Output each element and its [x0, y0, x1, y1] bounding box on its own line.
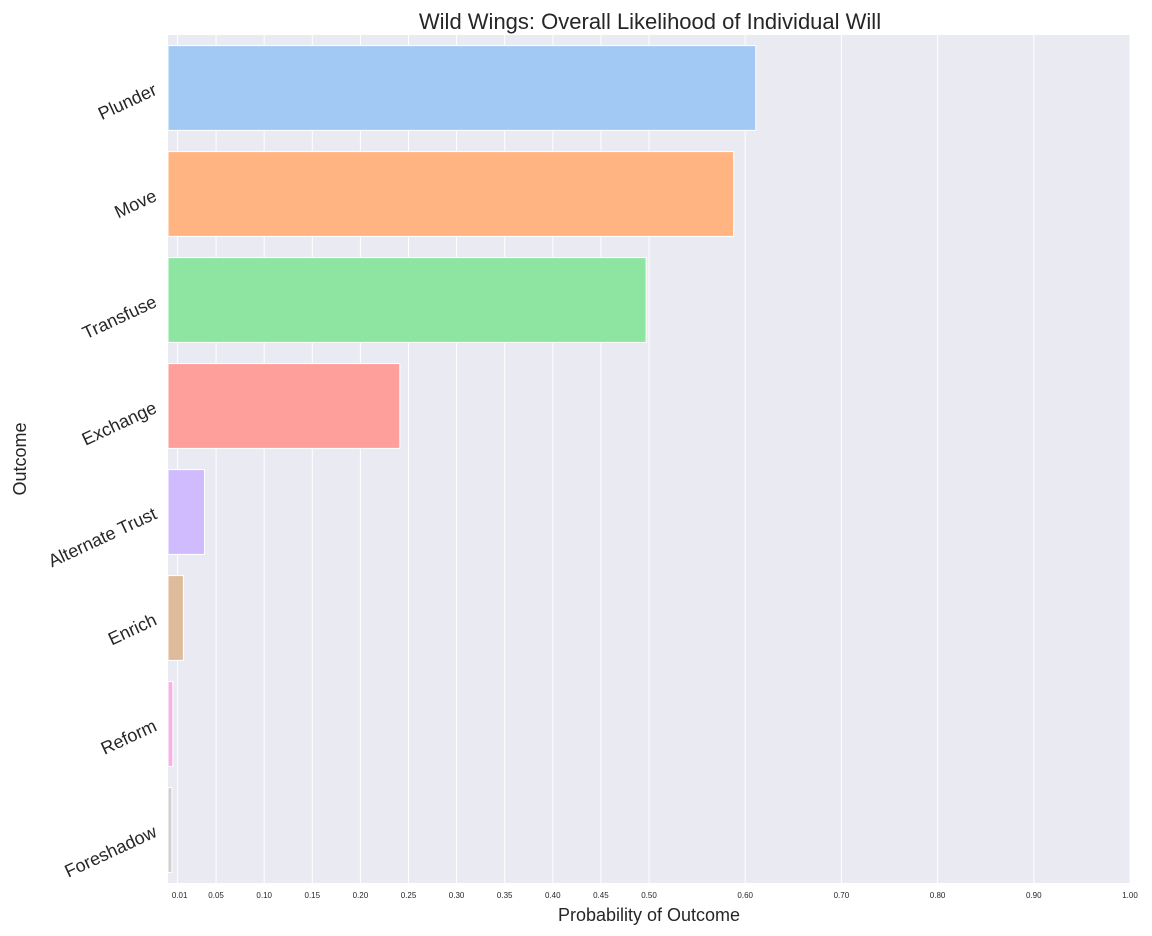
x-tick-label: 0.60 [737, 891, 753, 900]
x-tick-labels: 0.01 0.05 0.10 0.15 0.20 0.25 0.30 0.35 0.40 0.45… [172, 891, 1139, 900]
x-tick-label: 0.10 [256, 891, 272, 900]
x-tick-label: 0.40 [545, 891, 561, 900]
x-tick-label: 0.90 [1026, 891, 1042, 900]
x-tick-label: 0.35 [497, 891, 513, 900]
chart-title: Wild Wings: Overall Likelihood of Indivi… [419, 9, 881, 34]
y-tick-label: Plunder [95, 79, 160, 123]
x-tick-label: 0.20 [353, 891, 369, 900]
bar-transfuse [167, 257, 647, 343]
x-tick-label: 0.50 [641, 891, 657, 900]
x-tick-label: 0.25 [401, 891, 417, 900]
x-tick-label: 0.30 [449, 891, 465, 900]
x-tick-label: 0.80 [930, 891, 946, 900]
y-tick-label: Transfuse [79, 291, 159, 343]
bar-plunder [167, 45, 757, 131]
bar-foreshadow [167, 787, 173, 873]
y-tick-label: Exchange [79, 397, 160, 449]
x-tick-label: 0.70 [834, 891, 850, 900]
y-tick-label: Move [111, 185, 159, 222]
bar-alternate-trust [167, 469, 206, 555]
bar-reform [167, 681, 174, 767]
x-tick-label: 0.01 [172, 891, 188, 900]
x-tick-label: 1.00 [1122, 891, 1138, 900]
bars [167, 45, 757, 873]
x-tick-label: 0.45 [593, 891, 609, 900]
bar-enrich [167, 575, 184, 661]
x-tick-label: 0.15 [305, 891, 321, 900]
bar-move [167, 151, 735, 237]
y-tick-labels: Plunder Move Transfuse Exchange Alternate Tr… [45, 79, 160, 881]
y-tick-label: Enrich [105, 609, 160, 649]
bar-exchange [167, 363, 401, 449]
x-axis-label: Probability of Outcome [558, 905, 740, 925]
x-tick-label: 0.05 [208, 891, 224, 900]
y-axis-label: Outcome [10, 422, 30, 495]
y-tick-label: Alternate Trust [45, 503, 160, 571]
y-tick-label: Foreshadow [61, 821, 160, 881]
y-tick-label: Reform [98, 715, 160, 758]
